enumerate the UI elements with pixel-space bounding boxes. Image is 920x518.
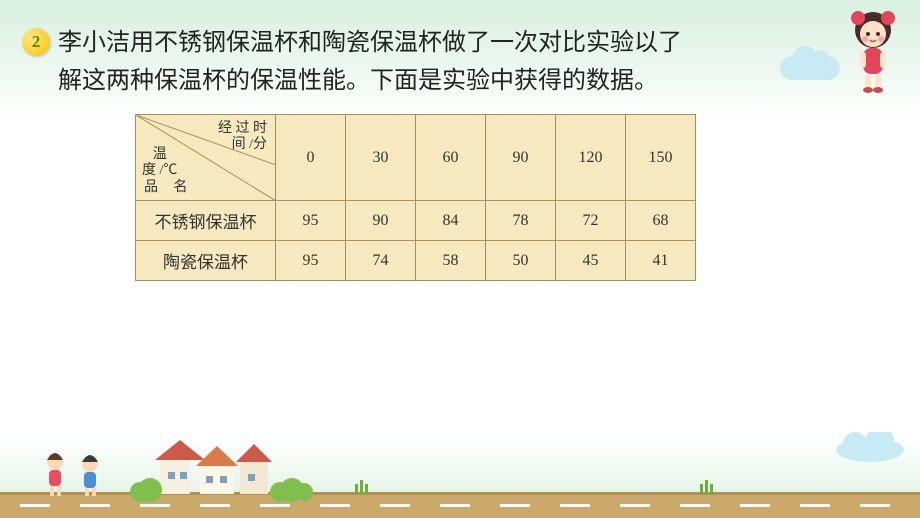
- time-col: 0: [276, 115, 346, 201]
- cell: 95: [276, 201, 346, 241]
- table-header-row: 经 过 时间 /分 温度 /℃ 品 名 0 30 60 90 120 150: [136, 115, 696, 201]
- data-table: 经 过 时间 /分 温度 /℃ 品 名 0 30 60 90 120 150 不…: [135, 114, 696, 281]
- table-row: 陶瓷保温杯 95 74 58 50 45 41: [136, 241, 696, 281]
- question-line1: 李小洁用不锈钢保温杯和陶瓷保温杯做了一次对比实验以了: [58, 30, 682, 56]
- header-time-label: 经 过 时间 /分: [207, 121, 267, 153]
- cell: 50: [486, 241, 556, 281]
- cell: 58: [416, 241, 486, 281]
- cell: 41: [626, 241, 696, 281]
- row-name: 陶瓷保温杯: [136, 241, 276, 281]
- diagonal-header-cell: 经 过 时间 /分 温度 /℃ 品 名: [136, 115, 276, 201]
- question-line2: 解这两种保温杯的保温性能。下面是实验中获得的数据。: [58, 68, 658, 94]
- cell: 95: [276, 241, 346, 281]
- header-temp-label: 温度 /℃: [142, 147, 177, 179]
- question-number-badge: 2: [22, 28, 50, 56]
- time-col: 150: [626, 115, 696, 201]
- table-row: 不锈钢保温杯 95 90 84 78 72 68: [136, 201, 696, 241]
- cell: 90: [346, 201, 416, 241]
- time-col: 60: [416, 115, 486, 201]
- row-name: 不锈钢保温杯: [136, 201, 276, 241]
- question-number: 2: [32, 32, 41, 52]
- question-text: 李小洁用不锈钢保温杯和陶瓷保温杯做了一次对比实验以了 解这两种保温杯的保温性能。…: [58, 24, 850, 100]
- time-col: 90: [486, 115, 556, 201]
- cell: 72: [556, 201, 626, 241]
- time-col: 120: [556, 115, 626, 201]
- cell: 84: [416, 201, 486, 241]
- cell: 45: [556, 241, 626, 281]
- cell: 78: [486, 201, 556, 241]
- girl-cartoon-icon: [838, 4, 908, 94]
- time-col: 30: [346, 115, 416, 201]
- cell: 74: [346, 241, 416, 281]
- header-name-label: 品 名: [144, 176, 194, 196]
- bottom-scene-icon: [0, 432, 920, 518]
- data-table-wrap: 经 过 时间 /分 温度 /℃ 品 名 0 30 60 90 120 150 不…: [135, 114, 696, 281]
- cell: 68: [626, 201, 696, 241]
